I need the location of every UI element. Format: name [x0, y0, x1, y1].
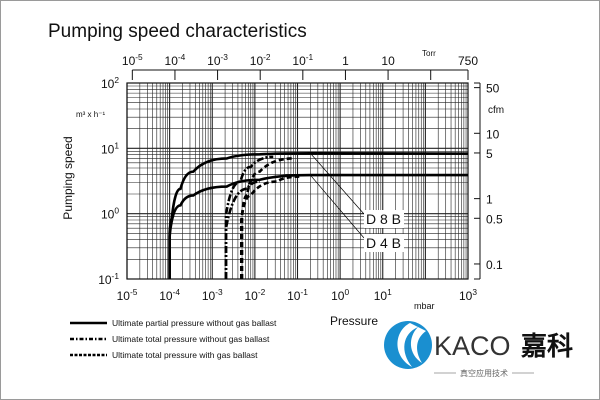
top-axis-unit: Torr — [422, 49, 436, 58]
x-tick-label-exp: 0 — [344, 287, 349, 297]
top-tick-label-base: 10 — [292, 54, 306, 68]
legend-label: Ultimate partial pressure without gas ba… — [112, 318, 277, 328]
y-axis-unit: m³ x h⁻¹ — [76, 110, 105, 119]
top-tick-label-base: 10 — [381, 54, 395, 68]
y-tick-label-base: 10 — [101, 208, 115, 222]
top-tick-label-base: 750 — [458, 54, 478, 68]
curve-label-leader — [310, 174, 365, 239]
logo-text: KACO — [434, 331, 511, 361]
y-tick-label: 100 — [101, 206, 119, 222]
kaco-logo: KACO 嘉科 真空应用技术 — [384, 321, 573, 378]
x-tick-label-exp: 1 — [387, 287, 392, 297]
x-tick-label-base: 10 — [374, 289, 388, 303]
x-tick-label-base: 10 — [331, 289, 345, 303]
y-axis-title: Pumping speed — [61, 136, 75, 219]
x-tick-label: 10-4 — [159, 287, 180, 303]
curve-label: D 8 B — [366, 211, 401, 227]
top-tick-label: 1 — [342, 54, 349, 68]
top-tick-label: 750 — [458, 54, 478, 68]
series-solid-d4b — [168, 173, 468, 279]
chart-title: Pumping speed characteristics — [48, 21, 307, 42]
series-dashdot-d4b — [224, 180, 260, 279]
right-axis-unit: cfm — [488, 105, 504, 116]
y-tick-label: 101 — [101, 140, 119, 156]
x-tick-label-base: 10 — [117, 289, 131, 303]
x-tick-label-base: 10 — [287, 289, 301, 303]
legend-label: Ultimate total pressure with gas ballast — [112, 350, 258, 360]
x-tick-label-base: 10 — [159, 289, 173, 303]
x-tick-label-base: 10 — [459, 289, 473, 303]
top-tick-label: 10-4 — [165, 52, 186, 68]
right-tick-label: 5 — [486, 147, 493, 161]
x-tick-label-exp: -2 — [258, 287, 266, 297]
right-tick-label: 10 — [486, 127, 500, 141]
right-tick-label: 1 — [486, 193, 493, 207]
top-tick-label-base: 10 — [250, 54, 264, 68]
y-tick-label-exp: 1 — [114, 140, 119, 150]
y-tick-label-base: 10 — [98, 273, 112, 287]
x-axis-unit: mbar — [414, 301, 435, 311]
top-tick-label-base: 10 — [165, 54, 179, 68]
y-tick-label-base: 10 — [101, 142, 115, 156]
series-solid-d8b — [168, 151, 469, 279]
top-tick-label-exp: -1 — [306, 52, 314, 62]
series-dashdot-d8b — [224, 155, 274, 279]
top-tick-label: 10-5 — [122, 52, 143, 68]
x-tick-label: 103 — [459, 287, 477, 303]
curve-label-bg — [364, 210, 404, 228]
y-tick-label-exp: 0 — [114, 206, 119, 216]
x-tick-label-base: 10 — [244, 289, 258, 303]
x-tick-label: 10-2 — [244, 287, 265, 303]
legend-label: Ultimate total pressure without gas ball… — [112, 334, 270, 344]
top-tick-label: 10-2 — [250, 52, 271, 68]
y-tick-label: 102 — [101, 75, 119, 91]
x-tick-label: 100 — [331, 287, 349, 303]
curve-label: D 4 B — [366, 235, 401, 251]
x-tick-label: 10-5 — [117, 287, 138, 303]
top-tick-label: 10-1 — [292, 52, 313, 68]
series-dashed-d4b — [239, 175, 300, 279]
logo-text-cn: 嘉科 — [521, 331, 573, 361]
y-tick-label-exp: 2 — [114, 75, 119, 85]
x-tick-label-exp: -4 — [173, 287, 181, 297]
top-tick-label-exp: -3 — [221, 52, 229, 62]
curve-label-leader — [310, 153, 365, 215]
plot-border — [126, 82, 469, 280]
top-tick-label-base: 10 — [207, 54, 221, 68]
x-tick-label-exp: -3 — [215, 287, 223, 297]
right-tick-label: 0.1 — [486, 258, 503, 272]
x-tick-label: 10-1 — [287, 287, 308, 303]
y-tick-label: 10-1 — [98, 271, 119, 287]
x-tick-label-base: 10 — [202, 289, 216, 303]
y-tick-label-base: 10 — [101, 77, 115, 91]
top-tick-label: 10-3 — [207, 52, 228, 68]
top-tick-label-exp: -5 — [135, 52, 143, 62]
top-tick-label-exp: -4 — [178, 52, 186, 62]
x-tick-label: 101 — [374, 287, 392, 303]
curve-label-bg — [364, 234, 404, 252]
x-tick-label: 10-3 — [202, 287, 223, 303]
top-tick-label-base: 10 — [122, 54, 136, 68]
logo-tagline: 真空应用技术 — [460, 368, 508, 378]
top-tick-label-exp: -2 — [263, 52, 271, 62]
y-tick-label-exp: -1 — [112, 271, 120, 281]
top-tick-label: 10 — [381, 54, 395, 68]
x-tick-label-exp: 3 — [472, 287, 477, 297]
top-tick-label-base: 1 — [342, 54, 349, 68]
right-tick-label: 50 — [486, 82, 500, 96]
right-tick-label: 0.5 — [486, 212, 503, 226]
x-axis-title: Pressure — [330, 314, 378, 328]
x-tick-label-exp: -1 — [300, 287, 308, 297]
x-tick-label-exp: -5 — [130, 287, 138, 297]
